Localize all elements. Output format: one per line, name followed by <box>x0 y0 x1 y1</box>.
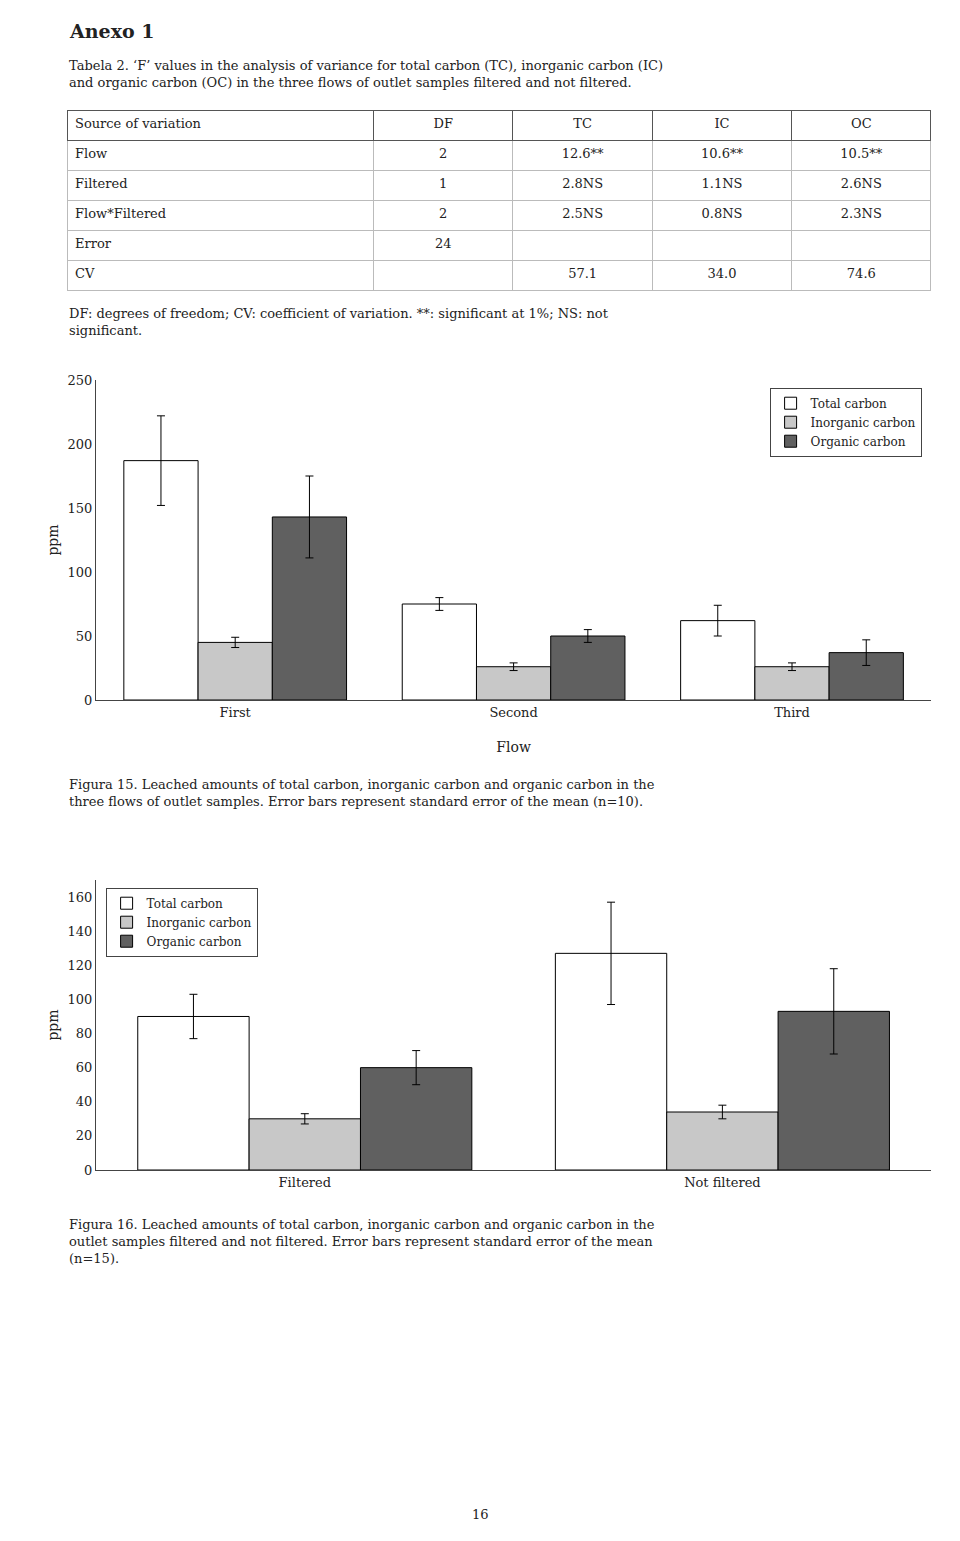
svg-text:CV: CV <box>75 266 95 281</box>
svg-text:Inorganic carbon: Inorganic carbon <box>811 416 916 430</box>
svg-text:Not filtered: Not filtered <box>684 1175 761 1190</box>
svg-text:Second: Second <box>489 705 537 720</box>
svg-text:100: 100 <box>68 565 93 580</box>
svg-text:100: 100 <box>68 992 93 1007</box>
svg-text:First: First <box>220 705 252 720</box>
svg-text:Total carbon: Total carbon <box>147 897 223 911</box>
svg-text:IC: IC <box>714 116 729 131</box>
svg-text:ppm: ppm <box>45 524 61 555</box>
svg-text:2.3NS: 2.3NS <box>841 206 882 221</box>
svg-text:60: 60 <box>76 1060 93 1075</box>
svg-text:DF: degrees of freedom; CV: co: DF: degrees of freedom; CV: coefficient … <box>69 306 609 338</box>
svg-text:Error: Error <box>75 236 112 251</box>
svg-text:2.5NS: 2.5NS <box>562 206 603 221</box>
svg-text:16: 16 <box>472 1507 489 1522</box>
svg-text:1: 1 <box>439 176 447 191</box>
svg-text:Organic carbon: Organic carbon <box>811 435 906 449</box>
svg-text:Flow*Filtered: Flow*Filtered <box>75 206 166 221</box>
svg-text:ppm: ppm <box>45 1009 61 1040</box>
svg-text:Anexo 1: Anexo 1 <box>69 20 154 42</box>
svg-text:Filtered: Filtered <box>279 1175 331 1190</box>
svg-text:Third: Third <box>774 705 810 720</box>
svg-text:150: 150 <box>68 501 93 516</box>
svg-text:Flow: Flow <box>75 146 107 161</box>
svg-text:40: 40 <box>76 1094 93 1109</box>
svg-text:Figura 15. Leached amounts of: Figura 15. Leached amounts of total carb… <box>69 777 655 809</box>
svg-text:2.6NS: 2.6NS <box>841 176 882 191</box>
svg-text:Tabela 2. ‘F’ values in the an: Tabela 2. ‘F’ values in the analysis of … <box>69 58 663 90</box>
svg-text:2: 2 <box>439 146 447 161</box>
svg-text:Flow: Flow <box>496 739 531 755</box>
svg-text:10.6**: 10.6** <box>701 146 743 161</box>
svg-text:Filtered: Filtered <box>75 176 127 191</box>
svg-text:160: 160 <box>68 890 93 905</box>
svg-text:24: 24 <box>435 236 452 251</box>
svg-text:0.8NS: 0.8NS <box>701 206 742 221</box>
svg-text:Organic carbon: Organic carbon <box>147 935 242 949</box>
svg-text:Figura 16. Leached amounts of: Figura 16. Leached amounts of total carb… <box>69 1217 655 1266</box>
svg-text:20: 20 <box>76 1128 93 1143</box>
svg-text:74.6: 74.6 <box>847 266 876 281</box>
svg-text:Source of variation: Source of variation <box>75 116 202 131</box>
svg-text:34.0: 34.0 <box>707 266 736 281</box>
svg-text:1.1NS: 1.1NS <box>701 176 742 191</box>
svg-text:120: 120 <box>68 958 93 973</box>
svg-text:OC: OC <box>851 116 872 131</box>
svg-text:Total carbon: Total carbon <box>811 397 887 411</box>
svg-text:250: 250 <box>68 373 93 388</box>
svg-text:200: 200 <box>68 437 93 452</box>
svg-text:2: 2 <box>439 206 447 221</box>
svg-text:50: 50 <box>76 629 93 644</box>
svg-text:0: 0 <box>84 693 92 708</box>
svg-text:80: 80 <box>76 1026 93 1041</box>
svg-text:TC: TC <box>573 116 592 131</box>
svg-text:10.5**: 10.5** <box>840 146 882 161</box>
svg-text:12.6**: 12.6** <box>562 146 604 161</box>
svg-text:DF: DF <box>434 116 453 131</box>
svg-text:57.1: 57.1 <box>568 266 597 281</box>
svg-text:0: 0 <box>84 1163 92 1178</box>
svg-text:2.8NS: 2.8NS <box>562 176 603 191</box>
svg-text:140: 140 <box>68 924 93 939</box>
svg-text:Inorganic carbon: Inorganic carbon <box>147 916 252 930</box>
